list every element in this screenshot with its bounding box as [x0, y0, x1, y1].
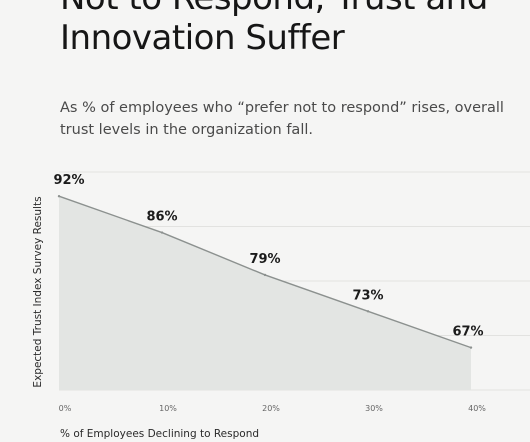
title-line-2: Innovation Suffer	[60, 18, 345, 58]
x-tick-label: 40%	[468, 404, 486, 413]
data-label: 92%	[53, 173, 84, 188]
area-fill	[59, 196, 471, 390]
x-axis-label: % of Employees Declining to Respond	[60, 428, 260, 440]
subtitle-line-1: As % of employees who “prefer not to res…	[60, 100, 504, 116]
y-axis-label: Expected Trust Index Survey Results	[32, 196, 44, 388]
title-line-1: Not to Respond, Trust and	[60, 0, 530, 18]
chart-title: Not to Respond, Trust and Innovation Suf…	[60, 0, 530, 58]
data-label: 86%	[146, 210, 177, 225]
subtitle-line-2: trust levels in the organization fall.	[60, 122, 313, 138]
x-tick-label: 30%	[365, 404, 383, 413]
data-point	[160, 231, 164, 234]
data-point	[469, 346, 473, 349]
data-point	[57, 195, 61, 198]
data-label: 73%	[352, 288, 383, 303]
data-label: 79%	[249, 252, 280, 267]
chart-subtitle: As % of employees who “prefer not to res…	[60, 97, 520, 141]
data-label: 67%	[452, 325, 483, 340]
data-point	[366, 310, 370, 313]
x-tick-label: 10%	[159, 404, 177, 413]
x-tick-label: 0%	[59, 404, 72, 413]
x-tick-label: 20%	[262, 404, 280, 413]
data-point	[263, 273, 267, 277]
